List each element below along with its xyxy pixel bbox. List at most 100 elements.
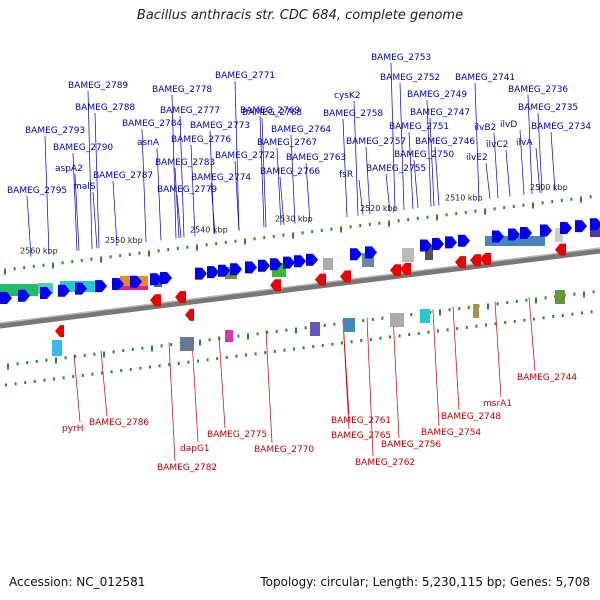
tick-mark xyxy=(331,342,334,346)
top-gene-label: BAMEG_2751 xyxy=(389,122,449,132)
tick-mark xyxy=(14,382,17,386)
tick-mark xyxy=(589,195,592,199)
tick-mark xyxy=(186,245,189,249)
tick-mark xyxy=(378,221,381,225)
bottom-callout-line xyxy=(191,339,199,443)
feature-block xyxy=(485,236,545,246)
reverse-gene-arrow xyxy=(150,294,161,307)
tick-mark xyxy=(168,363,171,367)
bottom-gene-label: BAMEG_2748 xyxy=(441,412,501,422)
tick-mark xyxy=(474,209,477,213)
tick-mark xyxy=(571,312,574,316)
bottom-gene-label: BAMEG_2770 xyxy=(254,445,314,455)
tick-mark xyxy=(283,348,286,352)
top-callout-line xyxy=(385,173,391,212)
backbone-highlight xyxy=(0,247,600,324)
tick-mark xyxy=(71,260,74,264)
tick-mark xyxy=(467,305,470,309)
tick-mark xyxy=(237,334,240,338)
tick-mark xyxy=(515,299,518,303)
top-callout-line xyxy=(290,134,296,224)
top-gene-label: BAMEG_2767 xyxy=(257,138,317,148)
tick-mark xyxy=(561,313,564,317)
feature-block xyxy=(323,258,333,270)
tick-mark xyxy=(100,256,102,263)
tick-mark xyxy=(583,291,585,298)
top-gene-label: BAMEG_2779 xyxy=(157,185,217,195)
tick-mark xyxy=(379,336,382,340)
forward-gene-arrow xyxy=(58,284,70,297)
scale-label: 2520 kbp xyxy=(360,204,398,213)
top-gene-label: BAMEG_2735 xyxy=(518,103,578,113)
tick-mark xyxy=(264,351,267,355)
tick-mark xyxy=(458,307,461,311)
top-gene-label: ilvA xyxy=(516,138,533,148)
feature-block xyxy=(343,318,355,332)
tick-mark xyxy=(103,351,105,358)
top-callout-line xyxy=(94,112,100,249)
tick-mark xyxy=(542,316,545,320)
tick-mark xyxy=(371,317,374,321)
tick-mark xyxy=(323,323,326,327)
forward-gene-arrow xyxy=(520,227,532,239)
top-callout-line xyxy=(261,117,267,228)
feature-block xyxy=(120,286,148,290)
top-gene-label: BAMEG_2795 xyxy=(7,186,67,196)
tick-mark xyxy=(446,328,449,332)
tick-mark xyxy=(245,353,247,357)
feature-block xyxy=(425,246,433,260)
tick-mark xyxy=(506,301,509,305)
reverse-gene-arrow xyxy=(185,308,194,321)
tick-mark xyxy=(321,343,324,347)
bottom-callout-line xyxy=(494,301,502,398)
tick-mark xyxy=(544,296,547,300)
tick-mark xyxy=(263,236,266,240)
top-gene-label: ilvE2 xyxy=(466,153,488,163)
top-gene-label: BAMEG_2757 xyxy=(346,137,406,147)
top-gene-label: BAMEG_2749 xyxy=(407,90,467,100)
forward-gene-arrow xyxy=(0,292,12,304)
tick-mark xyxy=(397,219,400,223)
top-callout-line xyxy=(434,146,440,206)
tick-mark xyxy=(551,200,554,204)
tick-mark xyxy=(496,302,499,306)
forward-gene-arrow xyxy=(218,264,230,277)
tick-mark xyxy=(158,364,161,368)
tick-mark xyxy=(141,346,144,350)
tick-mark xyxy=(570,197,573,201)
tick-mark xyxy=(157,249,160,253)
tick-mark xyxy=(110,370,113,374)
feature-block xyxy=(555,228,563,242)
top-gene-label: BAMEG_2793 xyxy=(25,126,85,136)
tick-mark xyxy=(295,327,297,334)
tick-mark xyxy=(541,201,544,205)
forward-gene-arrow xyxy=(230,263,242,276)
tick-mark xyxy=(429,310,432,314)
feature-block xyxy=(420,309,430,323)
top-callout-line xyxy=(353,100,359,216)
top-callout-line xyxy=(342,118,348,218)
tick-mark xyxy=(349,225,352,229)
tick-mark xyxy=(139,366,142,370)
bottom-callout-line xyxy=(73,353,81,423)
tick-mark xyxy=(167,248,170,252)
tick-mark xyxy=(151,345,153,352)
forward-gene-arrow xyxy=(270,258,282,271)
reverse-gene-arrow xyxy=(340,270,351,283)
top-gene-label: BAMEG_2777 xyxy=(160,106,220,116)
reverse-gene-arrow xyxy=(480,253,491,265)
tick-mark xyxy=(206,358,209,362)
feature-block xyxy=(390,313,404,327)
tick-mark xyxy=(456,327,459,331)
top-callout-line xyxy=(179,115,185,238)
top-callout-line xyxy=(358,179,364,216)
top-gene-label: BAMEG_2771 xyxy=(215,71,275,81)
tick-mark xyxy=(24,381,27,385)
tick-mark xyxy=(7,363,9,370)
tick-mark xyxy=(129,367,132,371)
tick-mark xyxy=(160,344,163,348)
bottom-callout-line xyxy=(392,314,400,439)
top-gene-label: BAMEG_2769 xyxy=(240,106,300,116)
tick-mark xyxy=(131,347,134,351)
tick-mark xyxy=(311,230,314,234)
